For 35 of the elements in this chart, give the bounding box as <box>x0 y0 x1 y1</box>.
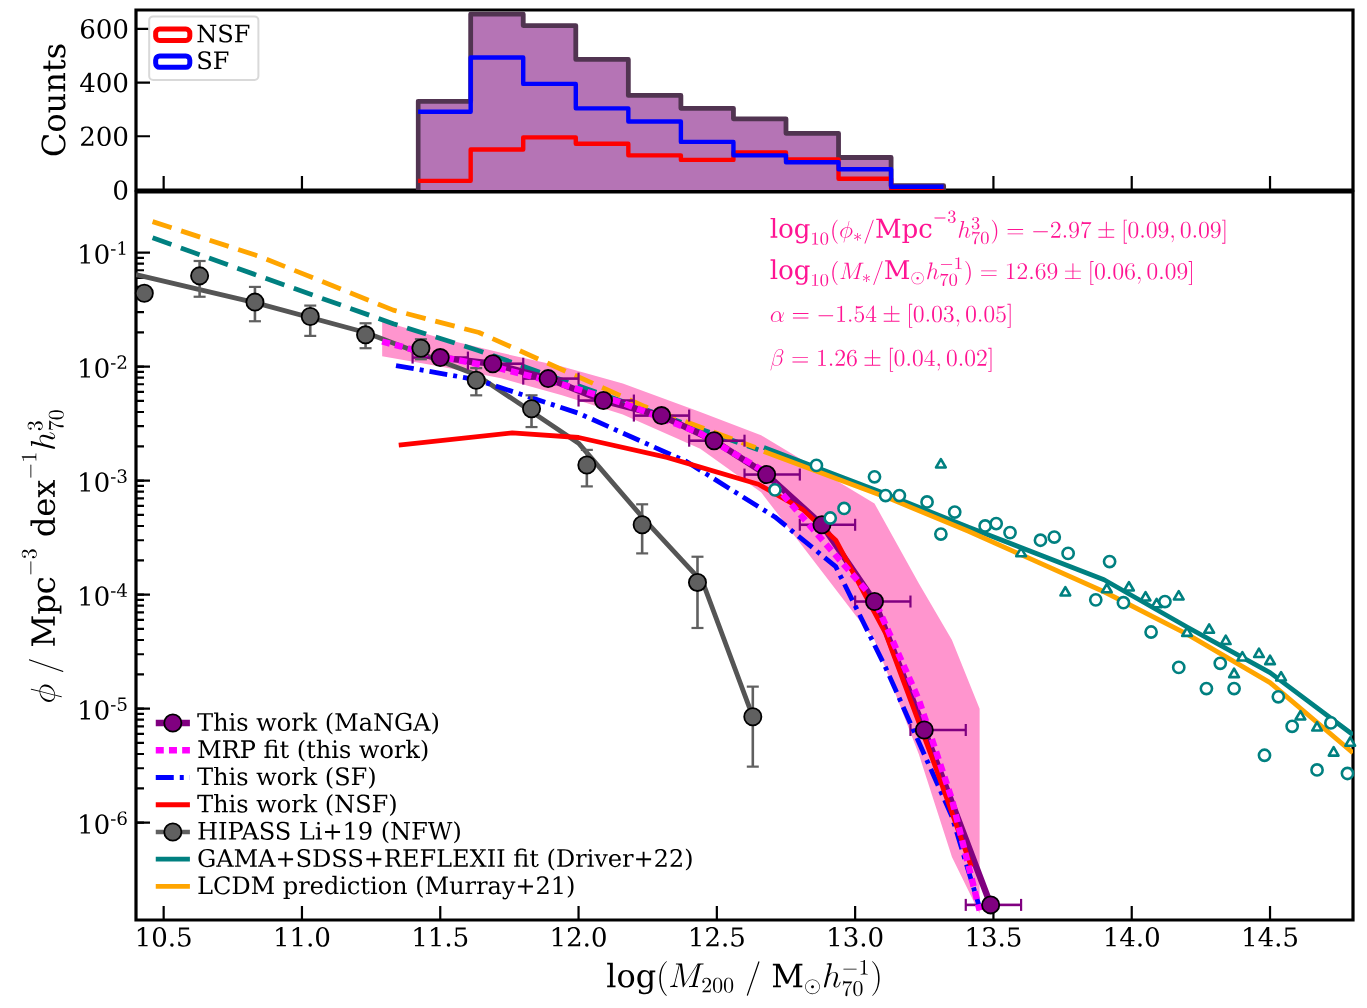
y-axis-title: Counts <box>41 44 66 156</box>
y-tick-label: 10$^{-6}$ <box>80 811 127 834</box>
x-tick-label: 13.5 <box>967 927 1021 947</box>
x-axis-title: $\log(M_{200}\ /\ \mathrm{M}_{\odot}h_{70}^{-1})$ <box>607 960 880 997</box>
y-tick-label: 600 <box>81 18 128 39</box>
y-tick-label: 10$^{-1}$ <box>80 241 126 264</box>
legend-label: This work (SF) <box>197 766 375 789</box>
x-tick-label: 11.0 <box>276 927 330 947</box>
annotation: $\log_{10}(M_{*}/\mathrm{M}_{\odot}h_{70}^{-1}) = 12.69 \pm [0.06, 0.09]$ <box>770 257 1192 287</box>
y-tick-label: 10$^{-3}$ <box>80 469 127 492</box>
x-tick-label: 11.5 <box>414 927 468 947</box>
y-tick-label: 10$^{-5}$ <box>80 697 127 720</box>
x-tick-label: 13.0 <box>829 927 883 947</box>
y-axis-title: $\phi\ /\ \mathrm{Mpc}^{-3}\ \mathrm{dex}^{-1}h_{70}^{3}$ <box>21 410 64 703</box>
x-tick-label: 14.5 <box>1244 927 1297 947</box>
legend-label: MRP fit (this work) <box>198 739 428 762</box>
annotation: $\alpha = -1.54 \pm [0.03, 0.05]$ <box>770 303 1011 328</box>
y-tick-label: 0 <box>114 180 128 200</box>
annotation: $\log_{10}(\phi_{*}/\mathrm{Mpc}^{-3}h_{70}^{3}) = -2.97 \pm [0.09, 0.09]$ <box>770 210 1226 245</box>
y-tick-label: 10$^{-4}$ <box>80 583 128 606</box>
y-tick-label: 400 <box>80 72 128 93</box>
y-tick-label: 200 <box>81 126 128 147</box>
legend-label: This work (NSF) <box>197 794 396 817</box>
legend-label: GAMA+SDSS+REFLEXII fit (Driver+22) <box>198 848 692 871</box>
legend-label: HIPASS Li+19 (NFW) <box>198 821 460 844</box>
y-tick-label: 10$^{-2}$ <box>80 355 127 378</box>
legend-label: LCDM prediction (Murray+21) <box>198 875 574 900</box>
x-tick-label: 14.0 <box>1105 927 1159 947</box>
legend-label: NSF <box>197 24 250 43</box>
x-tick-label: 12.0 <box>552 927 606 947</box>
legend-label: This work (MaNGA) <box>197 712 439 735</box>
legend-label: SF <box>198 51 229 70</box>
x-tick-label: 12.5 <box>691 927 744 947</box>
annotation: $\beta = 1.26 \pm [0.04, 0.02]$ <box>770 347 992 372</box>
x-tick-label: 10.5 <box>137 927 191 947</box>
